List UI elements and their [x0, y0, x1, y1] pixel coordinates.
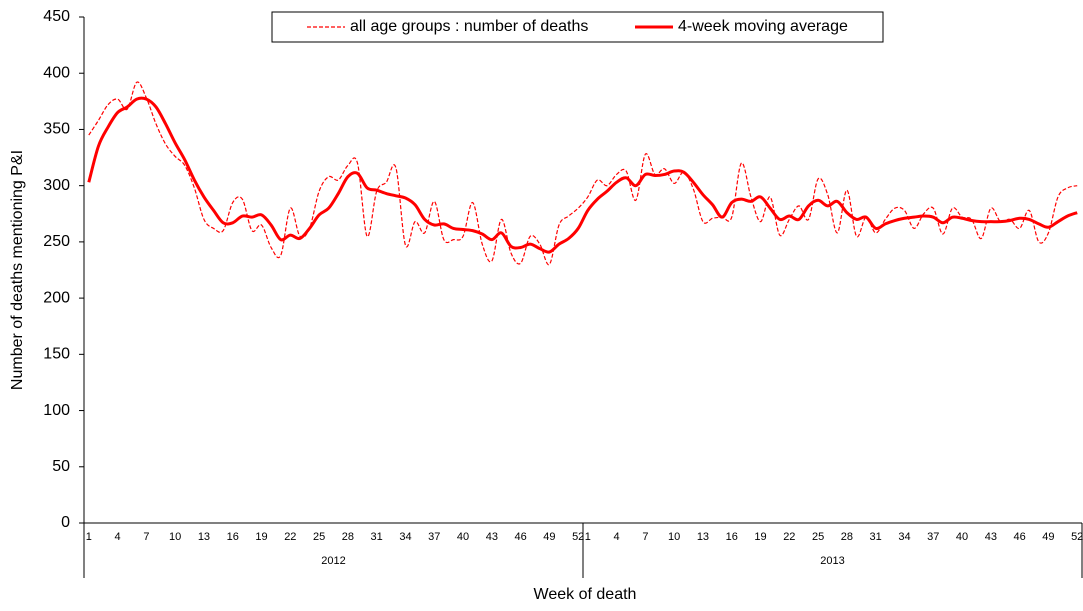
x-tick-label: 16 — [726, 531, 738, 543]
x-tick-label: 46 — [1014, 531, 1026, 543]
x-tick-label: 49 — [1042, 531, 1054, 543]
x-tick-label: 19 — [754, 531, 766, 543]
x-group-label: 2013 — [820, 555, 844, 567]
y-tick-label: 100 — [43, 402, 70, 419]
series-line — [87, 96, 1078, 254]
legend-label: 4-week moving average — [678, 18, 848, 35]
x-tick-label: 31 — [371, 531, 383, 543]
x-tick-label: 22 — [284, 531, 296, 543]
y-tick-label: 250 — [43, 233, 70, 250]
x-tick-label: 37 — [927, 531, 939, 543]
legend-label: all age groups : number of deaths — [350, 18, 588, 35]
x-tick-label: 13 — [697, 531, 709, 543]
y-tick-label: 350 — [43, 121, 70, 138]
y-axis-title: Number of deaths mentioning P&I — [9, 150, 26, 390]
y-tick-label: 150 — [43, 346, 70, 363]
series-line — [88, 81, 1078, 266]
x-tick-label: 19 — [255, 531, 267, 543]
x-tick-label: 25 — [313, 531, 325, 543]
x-tick-label: 28 — [342, 531, 354, 543]
x-tick-label: 10 — [668, 531, 680, 543]
x-tick-label: 7 — [642, 531, 648, 543]
x-tick-label: 4 — [614, 531, 620, 543]
legend-box — [271, 11, 884, 43]
x-tick-label: 40 — [956, 531, 968, 543]
y-tick-label: 400 — [43, 64, 70, 81]
x-tick-label: 52 — [1071, 531, 1083, 543]
x-tick-label: 40 — [457, 531, 469, 543]
x-tick-label: 16 — [227, 531, 239, 543]
x-tick-label: 13 — [198, 531, 210, 543]
y-tick-label: 0 — [61, 514, 70, 531]
x-tick-label: 49 — [543, 531, 555, 543]
x-tick-label: 22 — [783, 531, 795, 543]
x-tick-label: 52 — [572, 531, 584, 543]
x-tick-label: 37 — [428, 531, 440, 543]
x-group-label: 2012 — [321, 555, 345, 567]
x-tick-label: 46 — [515, 531, 527, 543]
x-tick-label: 1 — [86, 531, 92, 543]
y-tick-label: 50 — [52, 458, 70, 475]
x-tick-label: 31 — [870, 531, 882, 543]
x-tick-label: 43 — [486, 531, 498, 543]
x-tick-label: 34 — [399, 531, 411, 543]
x-tick-label: 34 — [898, 531, 910, 543]
x-tick-label: 43 — [985, 531, 997, 543]
y-tick-label: 200 — [43, 289, 70, 306]
x-tick-label: 28 — [841, 531, 853, 543]
x-tick-label: 10 — [169, 531, 181, 543]
x-tick-label: 1 — [585, 531, 591, 543]
x-tick-label: 25 — [812, 531, 824, 543]
y-tick-label: 450 — [43, 8, 70, 25]
x-axis-title: Week of death — [534, 586, 637, 603]
x-tick-label: 4 — [115, 531, 121, 543]
y-tick-label: 300 — [43, 177, 70, 194]
x-tick-label: 7 — [143, 531, 149, 543]
